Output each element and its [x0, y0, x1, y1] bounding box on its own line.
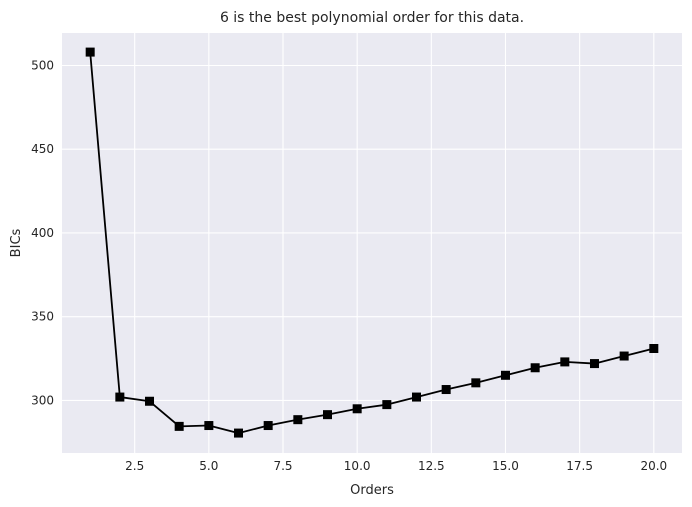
y-tick-label: 400 [31, 226, 54, 240]
y-tick-label: 500 [31, 58, 54, 72]
data-point-marker [411, 392, 421, 402]
data-point-marker [352, 404, 362, 414]
y-tick-label: 300 [31, 393, 54, 407]
data-point-marker [382, 400, 392, 410]
data-point-marker [115, 392, 125, 402]
x-tick-label: 2.5 [125, 459, 144, 473]
data-point-marker [649, 344, 659, 354]
data-point-marker [560, 357, 570, 367]
plot-background [62, 33, 682, 453]
x-tick-label: 20.0 [640, 459, 667, 473]
data-point-marker [619, 351, 629, 361]
data-point-marker [441, 385, 451, 395]
x-tick-label: 7.5 [273, 459, 292, 473]
y-tick-labels: 300 350 400 450 500 [31, 58, 54, 407]
y-tick-label: 450 [31, 142, 54, 156]
y-tick-label: 350 [31, 310, 54, 324]
series-group [85, 47, 659, 438]
data-point-marker [85, 47, 95, 57]
y-gridlines [62, 64, 682, 401]
data-point-marker [293, 415, 303, 425]
data-point-marker [589, 359, 599, 369]
x-tick-label: 10.0 [344, 459, 371, 473]
data-point-marker [174, 421, 184, 431]
data-point-marker [471, 378, 481, 388]
x-tick-label: 12.5 [418, 459, 445, 473]
chart-title: 6 is the best polynomial order for this … [220, 10, 524, 26]
x-tick-label: 17.5 [566, 459, 593, 473]
data-point-marker [323, 410, 333, 420]
data-point-marker [234, 428, 244, 438]
series-line [89, 52, 655, 434]
data-point-marker [204, 421, 214, 431]
x-tick-label: 5.0 [199, 459, 218, 473]
y-axis-label: BICs [9, 228, 24, 257]
data-point-marker [500, 370, 510, 380]
data-point-marker [530, 363, 540, 373]
x-tick-labels: 2.5 5.0 7.5 10.0 12.5 15.0 17.5 20.0 [125, 459, 667, 473]
data-point-marker [263, 421, 273, 431]
x-tick-label: 15.0 [492, 459, 519, 473]
x-gridlines [134, 33, 655, 453]
data-point-marker [145, 396, 155, 406]
x-axis-label: Orders [350, 483, 394, 498]
